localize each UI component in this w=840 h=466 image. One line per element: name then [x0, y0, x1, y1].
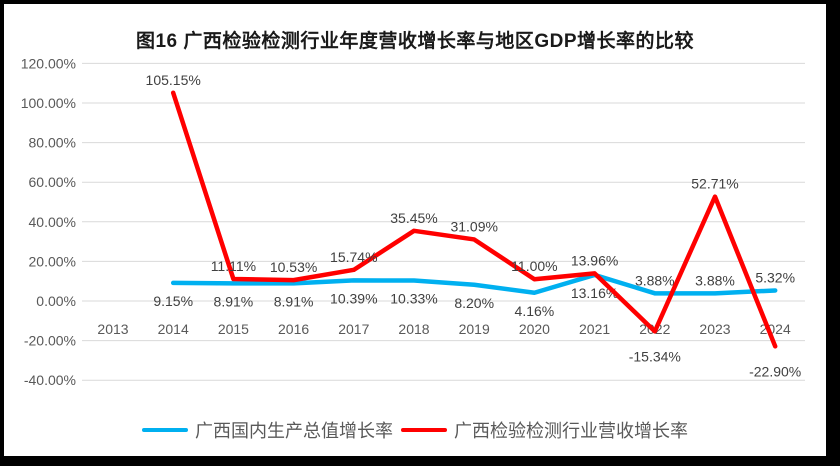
data-label: 10.53% — [270, 259, 317, 275]
chart-title: 图16 广西检验检测行业年度营收增长率与地区GDP增长率的比较 — [135, 31, 695, 52]
legend-label: 广西检验检测行业营收增长率 — [454, 421, 688, 441]
data-label: -15.34% — [629, 348, 681, 364]
data-label: 13.16% — [571, 285, 618, 301]
legend-line-swatch — [142, 427, 188, 433]
series-data-labels: 9.15% 8.91% 8.91% 10.39% 10.33% 8.20% 4.16% 13.… — [153, 269, 795, 318]
legend-item-gdp-growth: 广西国内生产总值增长率 — [142, 417, 393, 443]
plot-area: 120.00% 100.00% 80.00% 60.00% 40.00% 20.00% 0.… — [21, 55, 805, 388]
data-label: 11.00% — [511, 258, 557, 274]
chart-area: 120.00% 100.00% 80.00% 60.00% 40.00% 20.00% 0.… — [4, 4, 826, 456]
y-axis-tick-label: 120.00% — [21, 55, 76, 71]
x-axis-label: 2018 — [398, 321, 429, 337]
x-axis-label: 2015 — [218, 321, 249, 337]
legend-item-industry-revenue-growth: 广西检验检测行业营收增长率 — [401, 417, 688, 443]
x-axis-label: 2023 — [699, 321, 730, 337]
y-axis-tick-label: 60.00% — [29, 174, 76, 190]
data-label: 13.96% — [571, 252, 618, 268]
data-label: 35.45% — [390, 210, 437, 226]
y-axis-tick-label: 0.00% — [36, 293, 76, 309]
data-label: 10.39% — [330, 290, 377, 306]
series-data-labels: 105.15% 11.11% 10.53% 15.74% 35.45% 31.09% 11.… — [146, 72, 802, 380]
y-axis-tick-label: 40.00% — [29, 214, 76, 230]
y-gridlines — [82, 62, 805, 381]
series-line-gdp-growth — [170, 272, 778, 296]
y-axis-tick-label: 80.00% — [29, 135, 76, 151]
data-label: 11.11% — [211, 258, 256, 274]
data-label: 15.74% — [330, 249, 377, 265]
data-label: 31.09% — [450, 218, 497, 234]
data-label: -22.90% — [749, 363, 801, 379]
y-axis-tick-label: -20.00% — [24, 333, 76, 349]
data-label: 4.16% — [515, 303, 555, 319]
x-axis-label: 2019 — [459, 321, 490, 337]
x-axis-label: 2020 — [519, 321, 550, 337]
chart-legend: 广西国内生产总值增长率 广西检验检测行业营收增长率 — [4, 417, 826, 443]
y-axis-tick-label: -40.00% — [24, 372, 76, 388]
data-label: 3.88% — [635, 272, 675, 288]
series-line-industry-revenue-growth — [170, 90, 778, 349]
x-axis-label: 2013 — [97, 321, 128, 337]
y-axis-labels: 120.00% 100.00% 80.00% 60.00% 40.00% 20.00% 0.… — [21, 55, 76, 388]
x-axis-label: 2017 — [338, 321, 369, 337]
data-label: 52.71% — [691, 176, 738, 192]
data-label: 9.15% — [153, 293, 193, 309]
data-label: 3.88% — [695, 272, 735, 288]
y-axis-tick-label: 100.00% — [21, 95, 76, 111]
x-axis-label: 2014 — [158, 321, 189, 337]
data-label: 5.32% — [755, 269, 795, 285]
x-axis-label: 2016 — [278, 321, 309, 337]
data-label: 8.20% — [454, 295, 494, 311]
x-axis-label: 2021 — [579, 321, 610, 337]
data-label: 8.91% — [274, 293, 314, 309]
legend-label: 广西国内生产总值增长率 — [195, 421, 393, 441]
y-axis-tick-label: 20.00% — [29, 253, 76, 269]
data-label: 105.15% — [146, 72, 201, 88]
legend-line-swatch — [401, 427, 447, 433]
x-axis-labels: 2013 2014 2015 2016 2017 2018 2019 2020 2021 2022… — [97, 321, 791, 337]
data-label: 10.33% — [390, 291, 437, 307]
data-label: 8.91% — [214, 293, 254, 309]
